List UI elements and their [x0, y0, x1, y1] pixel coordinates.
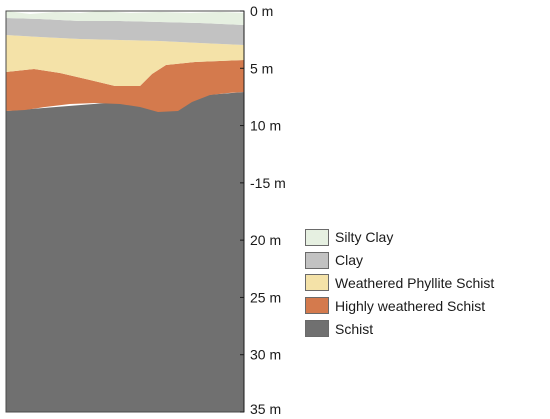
legend-item-highly-weathered-schist: Highly weathered Schist	[305, 294, 494, 317]
legend-item-schist: Schist	[305, 317, 494, 340]
legend-label-highly-weathered-schist: Highly weathered Schist	[335, 297, 486, 314]
legend-swatch-silty-clay	[305, 228, 329, 246]
depth-ticks: 0 m 5 m 10 m -15 m 20 m 25 m 30 m 35 m	[240, 3, 286, 417]
legend-label-schist: Schist	[335, 320, 374, 337]
legend-swatch-schist	[305, 320, 329, 338]
layer-clay	[6, 18, 244, 45]
legend-swatch-clay	[305, 251, 329, 269]
depth-tick-label: -15 m	[250, 175, 286, 191]
legend: Silty Clay Clay Weathered Phyllite Schis…	[305, 226, 494, 340]
layer-weathered-phyllite-schist	[6, 35, 244, 86]
depth-tick-label: 0 m	[250, 3, 273, 19]
legend-item-weathered-phyllite-schist: Weathered Phyllite Schist	[305, 272, 494, 295]
legend-label-silty-clay: Silty Clay	[335, 229, 394, 246]
legend-item-silty-clay: Silty Clay	[305, 226, 494, 249]
layer-silty-clay	[6, 11, 244, 25]
depth-tick-label: 20 m	[250, 232, 281, 248]
depth-tick-label: 5 m	[250, 60, 273, 76]
legend-label-weathered-phyllite-schist: Weathered Phyllite Schist	[335, 274, 495, 291]
legend-item-clay: Clay	[305, 249, 494, 272]
legend-swatch-highly-weathered-schist	[305, 297, 329, 315]
depth-tick-label: 25 m	[250, 289, 281, 305]
legend-swatch-weathered-phyllite-schist	[305, 274, 329, 292]
legend-label-clay: Clay	[335, 252, 364, 269]
depth-tick-label: 30 m	[250, 347, 281, 363]
layer-schist	[6, 92, 244, 412]
depth-tick-label: 10 m	[250, 118, 281, 134]
depth-tick-label: 35 m	[250, 401, 281, 417]
